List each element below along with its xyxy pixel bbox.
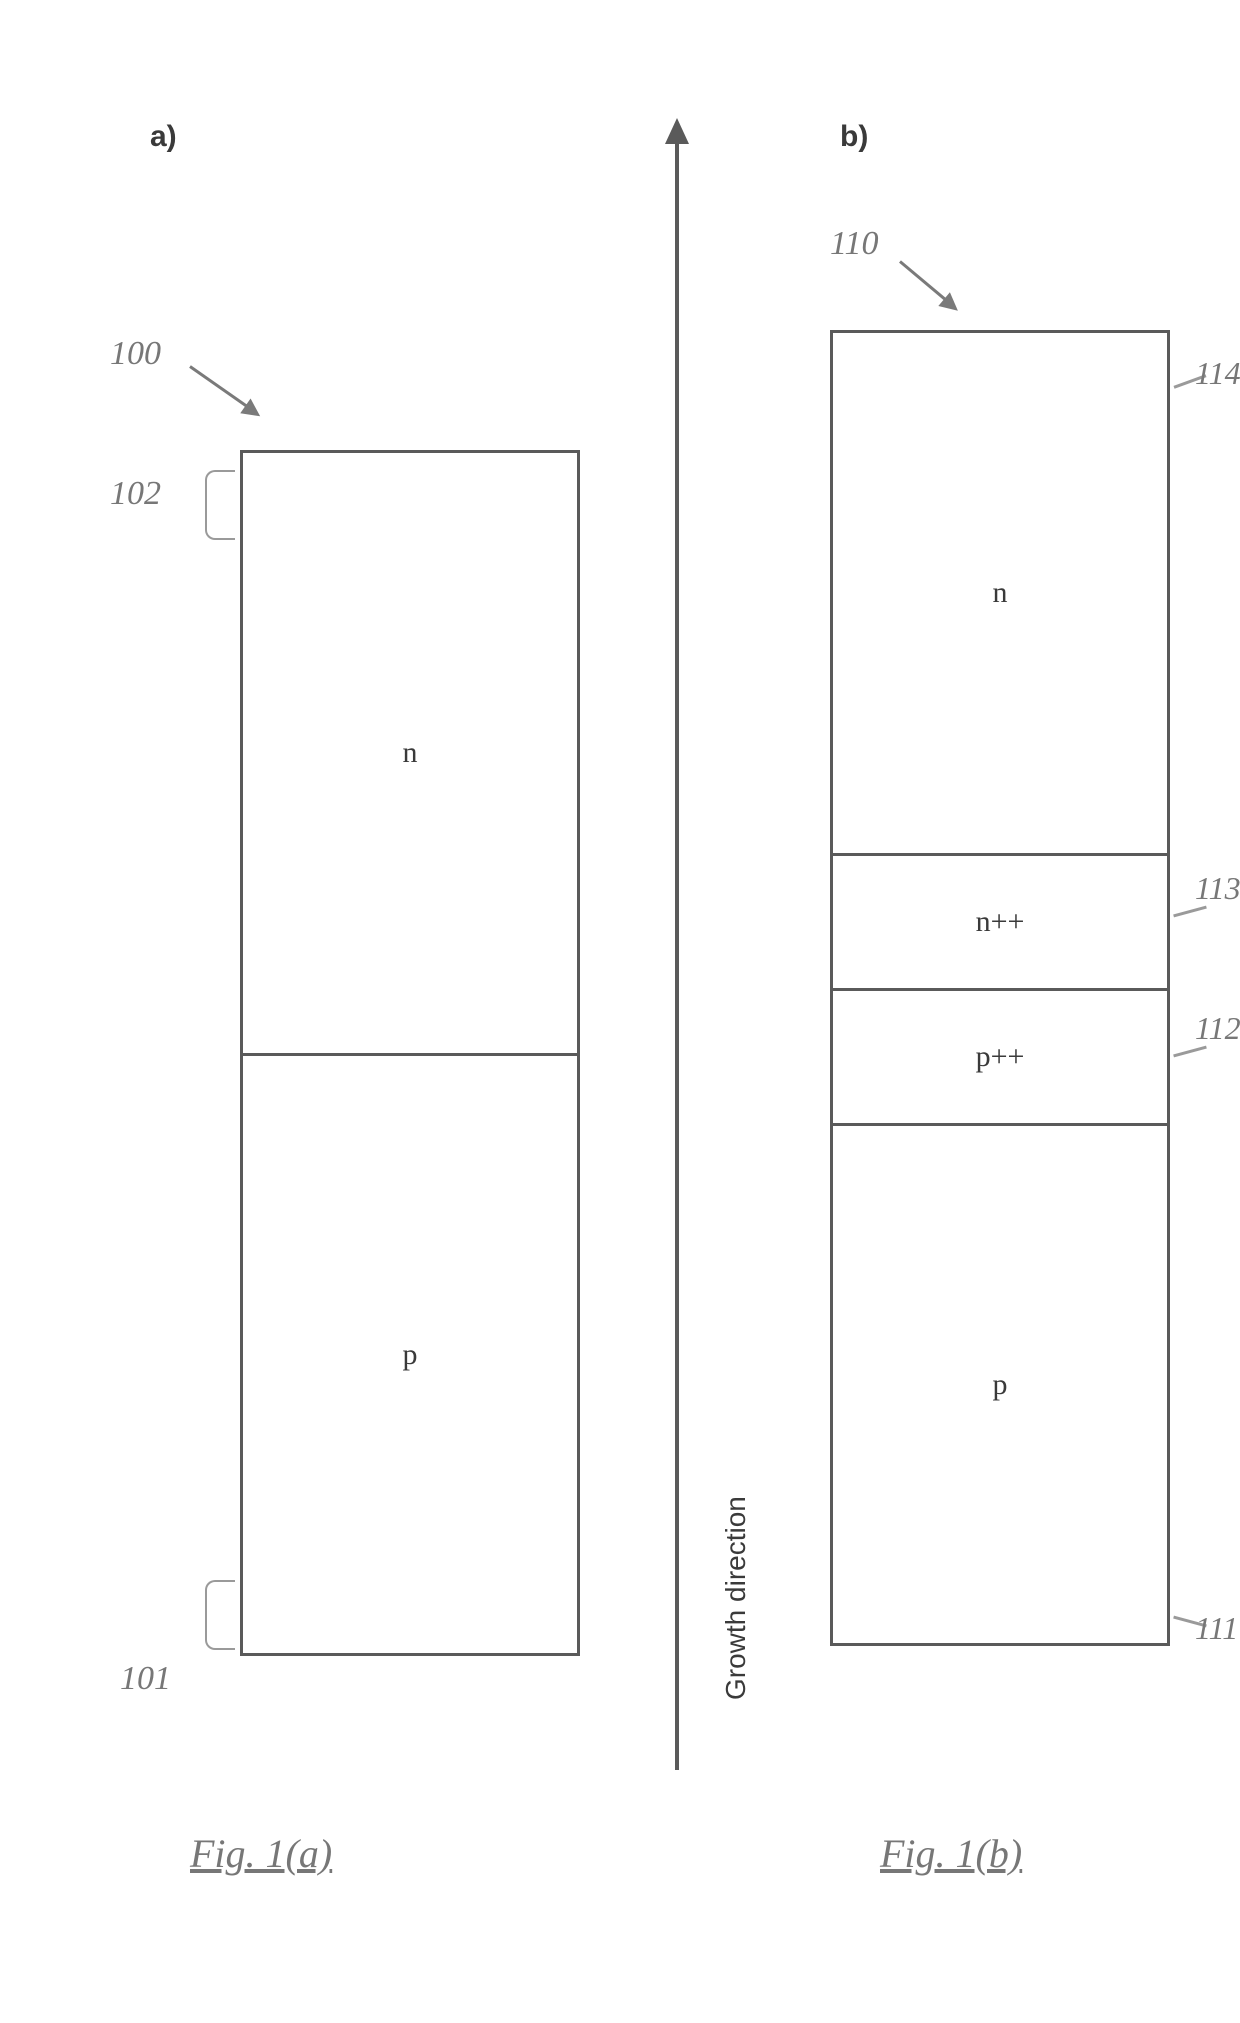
layer-b-n-label: n bbox=[993, 576, 1008, 610]
panel-b-ref: 110 bbox=[830, 225, 878, 263]
stack-a: n p bbox=[240, 450, 580, 1656]
layer-a-p-label: p bbox=[403, 1338, 418, 1372]
ref-a-102: 102 bbox=[110, 475, 161, 513]
diagram-page: Growth direction a) 100 n p 102 101 Fig.… bbox=[0, 0, 1240, 2023]
layer-b-ppp-label: p++ bbox=[976, 1040, 1025, 1074]
caption-a: Fig. 1(a) bbox=[190, 1830, 332, 1877]
ptr-b-113 bbox=[1173, 906, 1207, 918]
ptr-b-112 bbox=[1173, 1046, 1207, 1058]
ref-b-112: 112 bbox=[1195, 1010, 1240, 1047]
layer-b-npp: n++ bbox=[833, 853, 1167, 988]
ref-b-111: 111 bbox=[1195, 1610, 1238, 1647]
brace-a-101 bbox=[205, 1580, 235, 1650]
caption-b: Fig. 1(b) bbox=[880, 1830, 1022, 1877]
layer-b-p-label: p bbox=[993, 1368, 1008, 1402]
ref-a-101: 101 bbox=[120, 1660, 171, 1698]
brace-a-102 bbox=[205, 470, 235, 540]
panel-a-ref-arrow bbox=[189, 365, 248, 408]
layer-a-p: p bbox=[243, 1053, 577, 1653]
ref-b-114: 114 bbox=[1195, 355, 1240, 392]
layer-b-npp-label: n++ bbox=[976, 905, 1025, 939]
layer-a-n-label: n bbox=[403, 736, 418, 770]
ref-b-113: 113 bbox=[1195, 870, 1240, 907]
panel-b-ref-arrow bbox=[899, 260, 947, 301]
layer-b-p: p bbox=[833, 1123, 1167, 1643]
panel-a-ref: 100 bbox=[110, 335, 161, 373]
layer-a-n: n bbox=[243, 453, 577, 1053]
growth-label: Growth direction bbox=[720, 1496, 752, 1700]
layer-b-n: n bbox=[833, 333, 1167, 853]
panel-b-tag: b) bbox=[840, 120, 868, 154]
growth-arrow bbox=[675, 140, 679, 1770]
stack-b: n n++ p++ p bbox=[830, 330, 1170, 1646]
panel-a-tag: a) bbox=[150, 120, 177, 154]
layer-b-ppp: p++ bbox=[833, 988, 1167, 1123]
